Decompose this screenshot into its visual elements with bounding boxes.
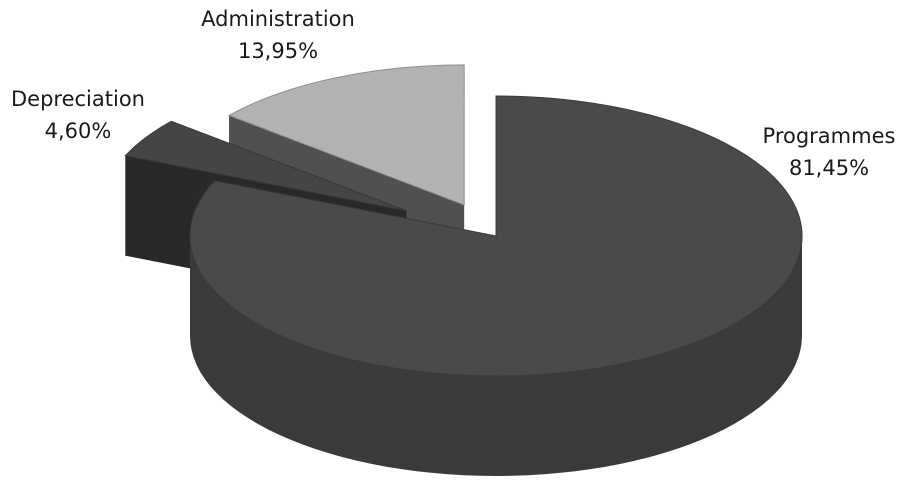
pie-labels: Programmes 81,45% Depreciation 4,60% Adm… [11, 7, 895, 180]
slice-percent: 13,95% [238, 39, 318, 63]
slice-percent: 4,60% [45, 119, 112, 143]
slice-label-depreciation: Depreciation 4,60% [11, 87, 145, 143]
pie-slices [124, 64, 803, 476]
slice-percent: 81,45% [789, 156, 869, 180]
slice-top-face [189, 95, 803, 377]
slice-top-face [124, 120, 407, 212]
slice-label-programmes: Programmes 81,45% [763, 124, 896, 180]
slice-outer-wall [190, 236, 802, 476]
slice-top-face [227, 64, 465, 206]
slice-label-administration: Administration 13,95% [201, 7, 355, 63]
slice-name: Administration [201, 7, 355, 31]
pie-slice-programmes [189, 95, 803, 476]
slice-name: Programmes [763, 124, 896, 148]
slice-name: Depreciation [11, 87, 145, 111]
